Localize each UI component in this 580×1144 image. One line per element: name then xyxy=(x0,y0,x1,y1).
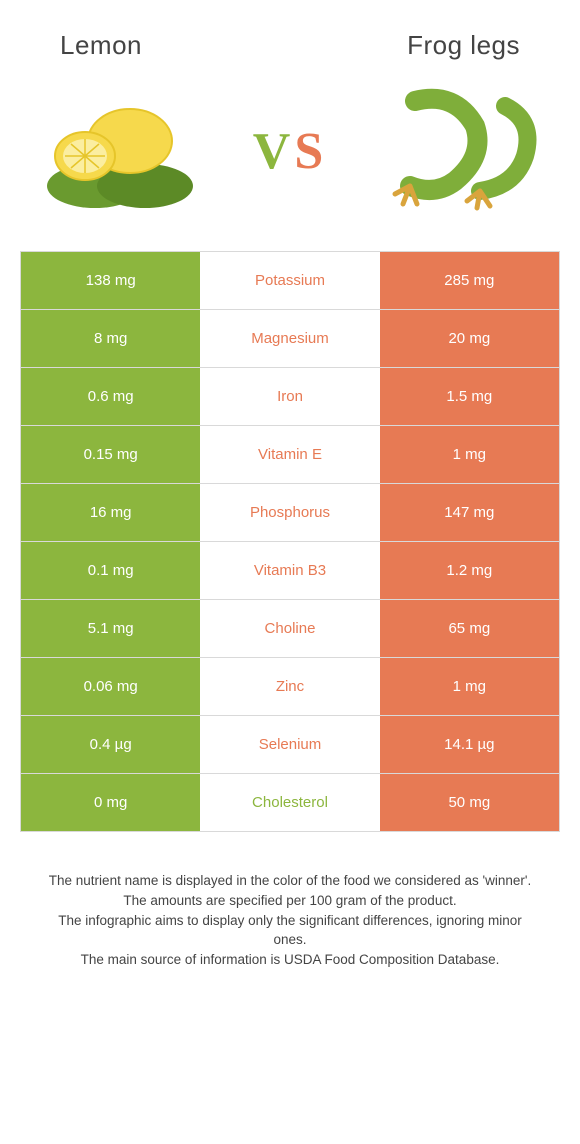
left-value: 138 mg xyxy=(21,252,200,309)
table-row: 0.6 mgIron1.5 mg xyxy=(21,368,559,426)
table-row: 0.06 mgZinc1 mg xyxy=(21,658,559,716)
right-value: 1 mg xyxy=(380,426,559,483)
left-food-title: Lemon xyxy=(60,30,142,61)
table-row: 5.1 mgCholine65 mg xyxy=(21,600,559,658)
nutrient-label: Vitamin B3 xyxy=(200,542,379,599)
right-value: 1.5 mg xyxy=(380,368,559,425)
left-value: 16 mg xyxy=(21,484,200,541)
footer-line-2: The amounts are specified per 100 gram o… xyxy=(40,892,540,910)
table-row: 0.15 mgVitamin E1 mg xyxy=(21,426,559,484)
nutrient-label: Choline xyxy=(200,600,379,657)
left-value: 5.1 mg xyxy=(21,600,200,657)
right-value: 285 mg xyxy=(380,252,559,309)
nutrient-label: Vitamin E xyxy=(200,426,379,483)
left-value: 0.15 mg xyxy=(21,426,200,483)
right-value: 65 mg xyxy=(380,600,559,657)
nutrient-label: Cholesterol xyxy=(200,774,379,831)
left-value: 0 mg xyxy=(21,774,200,831)
footer-line-1: The nutrient name is displayed in the co… xyxy=(40,872,540,890)
footer-line-4: The main source of information is USDA F… xyxy=(40,951,540,969)
nutrient-label: Zinc xyxy=(200,658,379,715)
nutrient-label: Phosphorus xyxy=(200,484,379,541)
left-value: 0.1 mg xyxy=(21,542,200,599)
footer-line-3: The infographic aims to display only the… xyxy=(40,912,540,948)
header: Lemon Frog legs xyxy=(0,0,580,71)
nutrient-label: Potassium xyxy=(200,252,379,309)
nutrient-label: Selenium xyxy=(200,716,379,773)
right-value: 50 mg xyxy=(380,774,559,831)
left-value: 0.4 µg xyxy=(21,716,200,773)
comparison-table: 138 mgPotassium285 mg8 mgMagnesium20 mg0… xyxy=(20,251,560,832)
frog-legs-image xyxy=(370,81,550,221)
right-food-title: Frog legs xyxy=(407,30,520,61)
left-value: 0.6 mg xyxy=(21,368,200,425)
right-value: 1.2 mg xyxy=(380,542,559,599)
right-value: 20 mg xyxy=(380,310,559,367)
vs-row: VS xyxy=(0,71,580,251)
footer-notes: The nutrient name is displayed in the co… xyxy=(40,872,540,969)
table-row: 138 mgPotassium285 mg xyxy=(21,252,559,310)
nutrient-label: Magnesium xyxy=(200,310,379,367)
table-row: 8 mgMagnesium20 mg xyxy=(21,310,559,368)
vs-label: VS xyxy=(253,122,327,181)
nutrient-label: Iron xyxy=(200,368,379,425)
vs-s: S xyxy=(294,123,327,180)
right-value: 14.1 µg xyxy=(380,716,559,773)
table-row: 0.1 mgVitamin B31.2 mg xyxy=(21,542,559,600)
right-value: 147 mg xyxy=(380,484,559,541)
left-value: 0.06 mg xyxy=(21,658,200,715)
lemon-image xyxy=(30,81,210,221)
table-row: 0.4 µgSelenium14.1 µg xyxy=(21,716,559,774)
vs-v: V xyxy=(253,123,295,180)
left-value: 8 mg xyxy=(21,310,200,367)
right-value: 1 mg xyxy=(380,658,559,715)
table-row: 16 mgPhosphorus147 mg xyxy=(21,484,559,542)
table-row: 0 mgCholesterol50 mg xyxy=(21,774,559,832)
